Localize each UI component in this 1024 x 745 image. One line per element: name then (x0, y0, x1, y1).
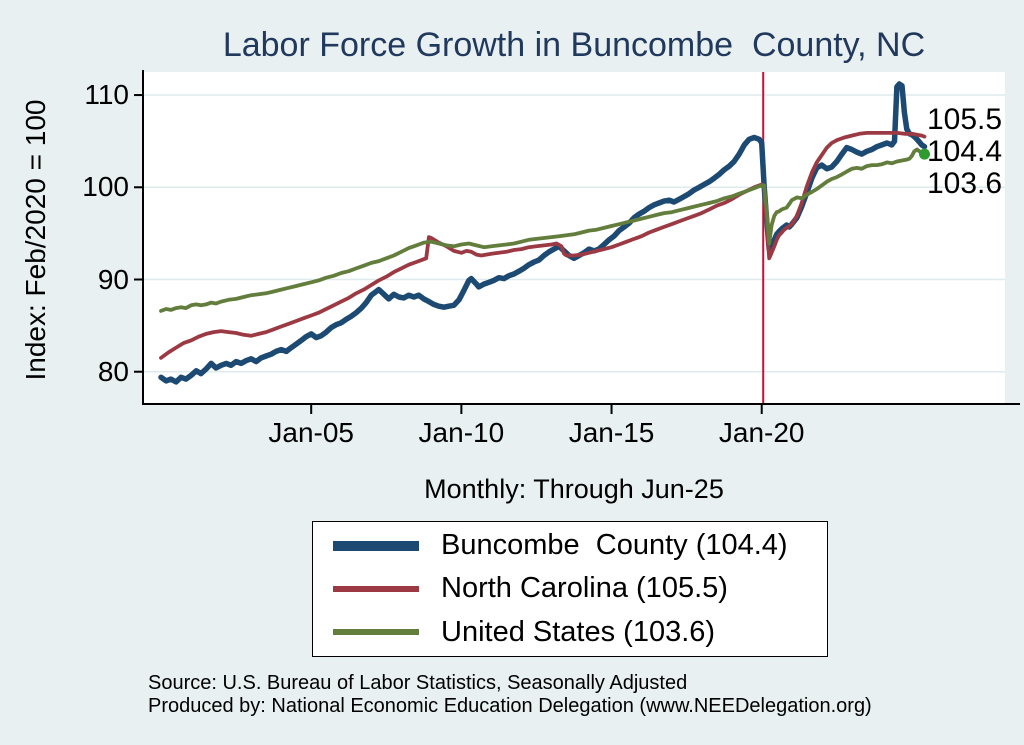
x-tick-label-Jan-05: Jan-05 (268, 417, 354, 448)
y-tick-label-100: 100 (82, 171, 129, 203)
source-line-1: Source: U.S. Bureau of Labor Statistics,… (148, 672, 688, 694)
series-line-0 (158, 81, 928, 385)
end-value-label-united-states: 103.6 (927, 167, 1003, 200)
x-tick-label-Jan-20: Jan-20 (718, 417, 805, 448)
legend-swatch-buncombe (333, 540, 419, 551)
end-value-label-buncombe: 104.4 (927, 135, 1003, 168)
legend-row-north-carolina: North Carolina (105.5) (333, 572, 827, 605)
series-end-marker-2 (919, 148, 931, 160)
x-axis-subtitle: Monthly: Through Jun-25 (424, 474, 724, 504)
end-value-label-north-carolina: 105.5 (927, 103, 1003, 136)
chart-title: Labor Force Growth in Buncombe County, N… (222, 26, 926, 64)
legend-label-north-carolina: North Carolina (105.5) (441, 572, 728, 605)
y-tick-label-90: 90 (97, 263, 129, 295)
legend-label-united-states: United States (103.6) (441, 615, 716, 648)
legend: Buncombe County (104.4) North Carolina (… (312, 521, 828, 657)
series-line-2 (159, 147, 927, 313)
series-line-1 (159, 131, 927, 360)
y-tick-label-110: 110 (84, 79, 129, 111)
source-line-2: Produced by: National Economic Education… (148, 694, 872, 717)
legend-swatch-united-states (333, 629, 419, 636)
y-tick-label-80: 80 (97, 355, 129, 387)
source-note: Source: U.S. Bureau of Labor Statistics,… (148, 672, 1008, 717)
x-tick-label-Jan-10: Jan-10 (418, 417, 505, 448)
legend-label-buncombe: Buncombe County (104.4) (441, 529, 788, 562)
legend-swatch-north-carolina (333, 585, 419, 592)
legend-row-united-states: United States (103.6) (333, 616, 827, 649)
x-tick-label-Jan-15: Jan-15 (568, 417, 655, 448)
legend-row-buncombe: Buncombe County (104.4) (333, 529, 827, 562)
